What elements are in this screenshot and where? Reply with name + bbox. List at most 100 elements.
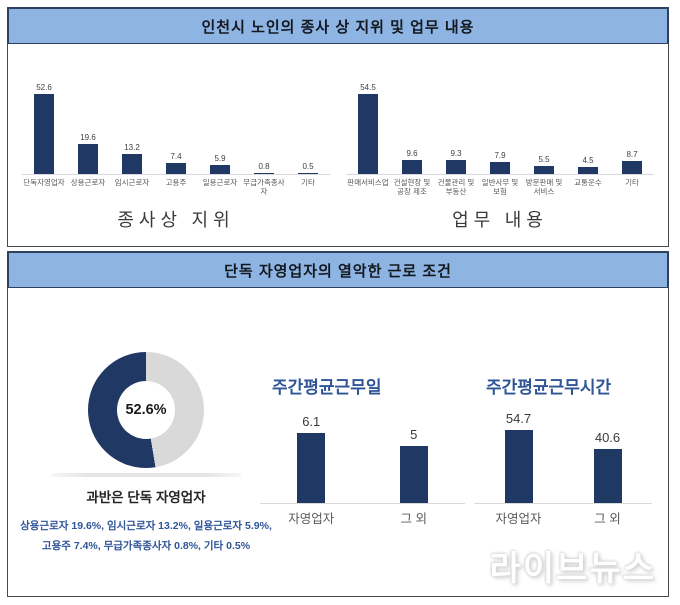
bar <box>210 165 230 174</box>
bar-value-label: 5 <box>410 426 418 442</box>
bar-group: 54.5 <box>346 83 390 174</box>
weekly-work-days-title: 주간평균근무일 <box>272 378 382 397</box>
bar <box>504 430 533 503</box>
bar-group: 19.6 <box>66 133 110 174</box>
bar-category-label: 그 외 <box>594 512 621 526</box>
donut-caption: 과반은 단독 자영업자 <box>86 490 206 505</box>
bar <box>298 172 318 174</box>
watermark: 라이브뉴스 <box>489 550 656 588</box>
donut-note-line-2: 고용주 7.4%, 무급가족종사자 0.8%, 기타 0.5% <box>41 539 251 552</box>
bar-value-label: 9.6 <box>406 148 418 158</box>
bar-category-label: 그 외 <box>400 512 427 526</box>
weekly-work-hours-axis-labels: 자영업자 그 외 <box>474 504 652 528</box>
donut-center-label: 52.6% <box>125 402 167 418</box>
section1-title: 인천시 노인의 종사 상 지위 및 업무 내용 <box>201 18 475 36</box>
donut-note-line-1: 상용근로자 19.6%, 임시근로자 13.2%, 일용근로자 5.9%, <box>20 520 272 532</box>
bar-group: 5 <box>363 427 466 503</box>
donut-chart: 52.6% <box>88 352 204 468</box>
bar <box>166 162 186 174</box>
bar-category-label: 일용근로자 <box>202 178 238 187</box>
section1-header: 인천시 노인의 종사 상 지위 및 업무 내용 <box>7 7 669 45</box>
chart-weekly-work-hours: 주간평균근무시간 54.7 40.6 자영업자 그 외 <box>474 373 652 528</box>
bar <box>399 445 428 503</box>
employment-status-plot: 52.6 19.6 13.2 7.4 5.9 0.8 0.5 <box>22 74 330 175</box>
bar-value-label: 5.5 <box>538 154 550 164</box>
bar-group: 40.6 <box>563 430 652 503</box>
bar-value-label: 7.9 <box>494 151 506 161</box>
donut-block: 52.6% 과반은 단독 자영업자 상용근로자 19.6%, 임시근로자 13.… <box>20 352 272 557</box>
bar-category-label: 임시근로자 <box>114 178 150 187</box>
bar-value-label: 13.2 <box>124 142 140 152</box>
bar-category-label: 일반사무 및 보험 <box>481 178 519 197</box>
bar-category-label: 상용근로자 <box>70 178 106 187</box>
bar-group: 0.5 <box>286 162 330 174</box>
section2-body: 52.6% 과반은 단독 자영업자 상용근로자 19.6%, 임시근로자 13.… <box>7 288 669 597</box>
bar <box>78 144 98 174</box>
bar <box>34 94 54 174</box>
bar-category-label: 자영업자 <box>495 512 542 526</box>
bar <box>254 172 274 174</box>
weekly-work-hours-title: 주간평균근무시간 <box>486 378 612 397</box>
bar-value-label: 9.3 <box>450 149 462 159</box>
work-content-plot: 54.5 9.6 9.3 7.9 5.5 4.5 8.7 <box>346 74 654 175</box>
bar <box>402 159 422 174</box>
bar-value-label: 7.4 <box>170 151 182 161</box>
bar <box>446 160 466 174</box>
bar-value-label: 4.5 <box>582 156 594 166</box>
bar-group: 54.7 <box>474 411 563 503</box>
bar-value-label: 40.6 <box>594 429 621 445</box>
bar <box>593 448 622 503</box>
bar-group: 9.6 <box>390 149 434 174</box>
work-content-axis-labels: 판매서비스업 건설현장 및 공장 제조 건물관리 및 부동산 일반사무 및 보험 방문판… <box>346 175 654 197</box>
bar-category-label: 방문판매 및 서비스 <box>525 178 563 197</box>
bar-group: 7.4 <box>154 152 198 174</box>
bar-group: 0.8 <box>242 161 286 174</box>
section2-title: 단독 자영업자의 열악한 근로 조건 <box>224 262 452 280</box>
bar <box>578 167 598 174</box>
donut-note: 상용근로자 19.6%, 임시근로자 13.2%, 일용근로자 5.9%, 고용… <box>20 517 272 557</box>
bar-value-label: 6.1 <box>302 414 321 429</box>
weekly-work-hours-plot: 54.7 40.6 <box>474 408 652 504</box>
chart-weekly-work-days: 주간평균근무일 6.1 5 자영업자 그 외 <box>260 373 465 528</box>
section1-body: 52.6 19.6 13.2 7.4 5.9 0.8 0.5 단독자영업자 상용근로자 임시근로… <box>7 44 669 247</box>
bar-category-label: 자영업자 <box>288 512 335 526</box>
bar-category-label: 기타 <box>625 178 639 187</box>
bar <box>122 153 142 174</box>
bar-group: 5.9 <box>198 154 242 174</box>
bar-value-label: 54.5 <box>360 83 376 92</box>
weekly-work-days-axis-labels: 자영업자 그 외 <box>260 504 465 528</box>
bar <box>490 162 510 174</box>
bar-category-label: 건설현장 및 공장 제조 <box>393 178 431 197</box>
bar-group: 4.5 <box>566 156 610 174</box>
bar <box>622 161 642 174</box>
bar <box>358 94 378 174</box>
bar-group: 9.3 <box>434 149 478 174</box>
bar-category-label: 건물관리 및 부동산 <box>437 178 475 197</box>
employment-status-axis-labels: 단독자영업자 상용근로자 임시근로자 고용주 일용근로자 무급가족종사자 기타 <box>22 175 330 197</box>
section2-header: 단독 자영업자의 열악한 근로 조건 <box>7 251 669 289</box>
weekly-work-days-plot: 6.1 5 <box>260 408 465 504</box>
donut-shadow <box>51 473 241 477</box>
bar-group: 52.6 <box>22 83 66 174</box>
bar-value-label: 5.9 <box>214 154 226 164</box>
bar-group: 13.2 <box>110 143 154 174</box>
bar-value-label: 54.7 <box>505 411 532 426</box>
employment-status-axis-title: 종사상 지위 <box>117 209 235 230</box>
bar-value-label: 19.6 <box>80 133 96 143</box>
bar-group: 7.9 <box>478 151 522 174</box>
work-content-axis-title: 업무 내용 <box>452 209 548 230</box>
bar-category-label: 기타 <box>301 178 315 187</box>
bar-category-label: 무급가족종사자 <box>243 178 285 197</box>
bar-group: 5.5 <box>522 155 566 174</box>
chart-work-content: 54.5 9.6 9.3 7.9 5.5 4.5 8.7 판매서비스업 건설현장 및 공장 제… <box>338 74 662 246</box>
bar-category-label: 교통운수 <box>574 178 602 187</box>
chart-employment-status: 52.6 19.6 13.2 7.4 5.9 0.8 0.5 단독자영업자 상용근로자 임시근로… <box>14 74 338 246</box>
bar-value-label: 0.8 <box>258 161 270 171</box>
bar <box>534 165 554 174</box>
bar-group: 6.1 <box>260 414 363 503</box>
bar-category-label: 단독자영업자 <box>23 178 65 187</box>
bar-category-label: 고용주 <box>165 178 187 187</box>
bar-value-label: 52.6 <box>36 83 52 92</box>
donut-hole: 52.6% <box>117 381 175 439</box>
